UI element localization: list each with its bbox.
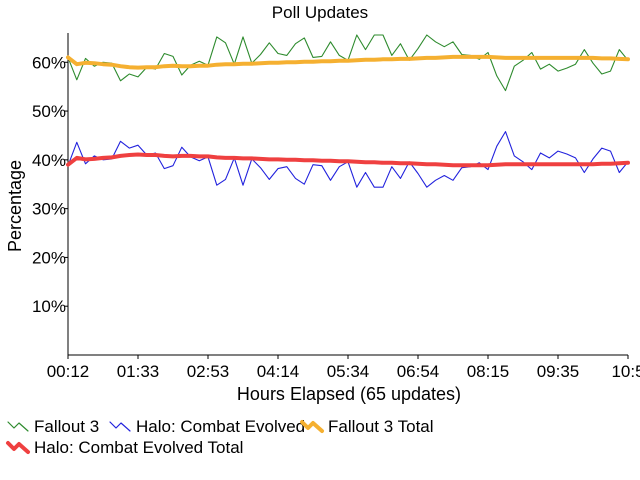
legend-label: Fallout 3 — [34, 417, 99, 436]
plot-area — [66, 34, 630, 188]
y-ticks: 10% 20% 30% 40% 50% 60% — [32, 53, 68, 316]
legend-label: Fallout 3 Total — [328, 417, 434, 436]
y-tick-label: 10% — [32, 297, 66, 316]
x-axis-label: Hours Elapsed (65 updates) — [237, 384, 461, 404]
series-line-3 — [66, 152, 630, 168]
y-tick-label: 40% — [32, 151, 66, 170]
legend-swatch-icon — [109, 421, 131, 432]
y-tick-label: 60% — [32, 53, 66, 72]
legend-label: Halo: Combat Evolved Total — [34, 438, 243, 457]
legend-swatch-icon — [7, 421, 29, 432]
x-tick-label: 08:15 — [467, 362, 510, 381]
series-line-2 — [66, 54, 630, 70]
x-tick-label: 02:53 — [187, 362, 230, 381]
legend: Fallout 3 Halo: Combat Evolved Fallout 3 T… — [6, 417, 434, 457]
legend-swatch-icon — [6, 441, 30, 454]
axes — [67, 33, 628, 356]
x-ticks: 00:12 01:33 02:53 04:14 05:34 06:54 08:15 09:35… — [47, 355, 640, 381]
legend-swatch-icon — [300, 420, 324, 433]
x-tick-label: 10:5 — [611, 362, 640, 381]
x-tick-label: 06:54 — [397, 362, 440, 381]
chart-title: Poll Updates — [272, 3, 368, 22]
y-tick-label: 20% — [32, 248, 66, 267]
y-tick-label: 30% — [32, 200, 66, 219]
legend-label: Halo: Combat Evolved — [136, 417, 305, 436]
y-axis-label: Percentage — [5, 160, 25, 252]
x-tick-label: 04:14 — [257, 362, 300, 381]
x-tick-label: 00:12 — [47, 362, 90, 381]
x-tick-label: 05:34 — [327, 362, 370, 381]
x-tick-label: 01:33 — [117, 362, 160, 381]
y-tick-label: 50% — [32, 102, 66, 121]
x-tick-label: 09:35 — [537, 362, 580, 381]
